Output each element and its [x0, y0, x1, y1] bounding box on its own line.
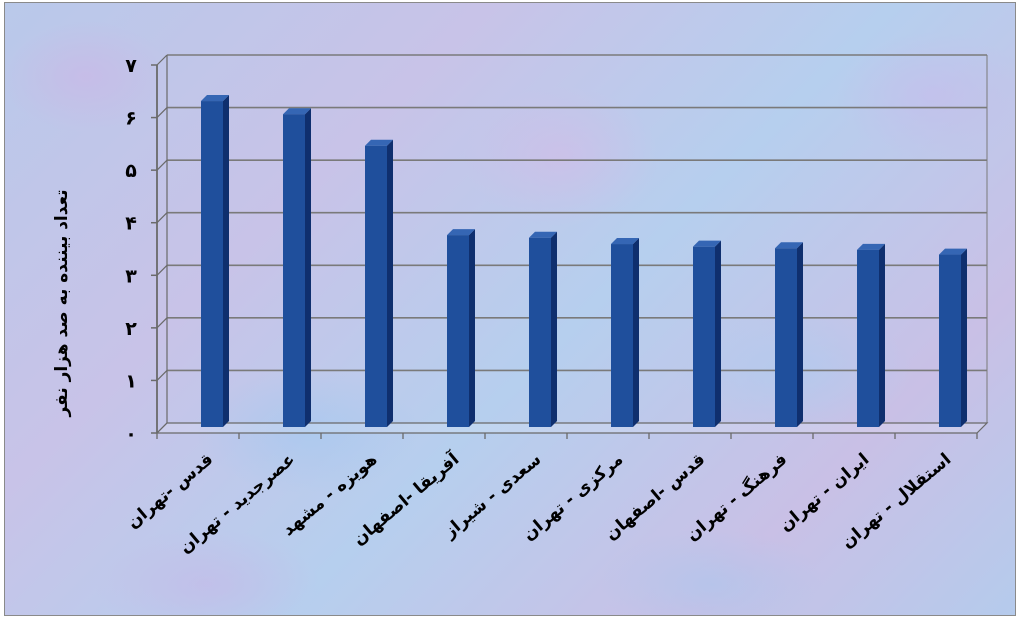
bar-side — [387, 139, 393, 427]
bar — [611, 244, 633, 427]
bar — [693, 246, 715, 427]
grid-depth-line — [156, 317, 168, 329]
bar-side — [633, 238, 639, 427]
bar-top — [201, 95, 229, 102]
bar-side — [469, 229, 475, 427]
bar — [775, 248, 797, 427]
bar-top — [939, 248, 967, 255]
y-tick-label: ۷ — [125, 55, 137, 77]
y-tick-label: ۳ — [125, 265, 137, 287]
bar — [283, 114, 305, 427]
bar-side — [305, 108, 311, 427]
y-tick-label: ۱ — [125, 370, 137, 392]
y-tick-label: ۰ — [125, 423, 137, 445]
bar-top — [775, 242, 803, 249]
bar-side — [879, 243, 885, 427]
bar-side — [715, 240, 721, 427]
chart-frame: ۰ ۱ ۲ ۳ ۴ ۵ ۶ ۷ تعداد بیننده به صد هزار نفر قدس -… — [4, 2, 1016, 616]
bar-top — [283, 108, 311, 115]
y-tick-label: ۶ — [125, 108, 137, 130]
grid-depth-line — [156, 264, 168, 276]
bar — [857, 249, 879, 427]
bar — [201, 101, 223, 428]
y-tick-label: ۴ — [125, 213, 137, 235]
bar — [365, 145, 387, 427]
bar-side — [223, 95, 229, 428]
grid-depth-line — [156, 212, 168, 224]
bar-top — [857, 243, 885, 250]
grid-depth-line — [156, 54, 168, 66]
y-tick-label: ۲ — [125, 318, 137, 340]
bar-side — [797, 242, 803, 427]
y-tick-label: ۵ — [125, 160, 137, 182]
bar-top — [365, 139, 393, 146]
bar — [447, 235, 469, 427]
grid-depth-line — [156, 159, 168, 171]
bar-top — [693, 240, 721, 247]
bar-top — [447, 229, 475, 236]
bar — [529, 237, 551, 427]
grid-depth-line — [156, 370, 168, 381]
y-axis-title: تعداد بیننده به صد هزار نفر — [52, 189, 72, 417]
bar-top — [611, 238, 639, 245]
bar-side — [961, 248, 967, 427]
bar-side — [551, 231, 557, 427]
bar — [939, 254, 961, 427]
bar-top — [529, 231, 557, 238]
grid-depth-line — [156, 107, 168, 118]
